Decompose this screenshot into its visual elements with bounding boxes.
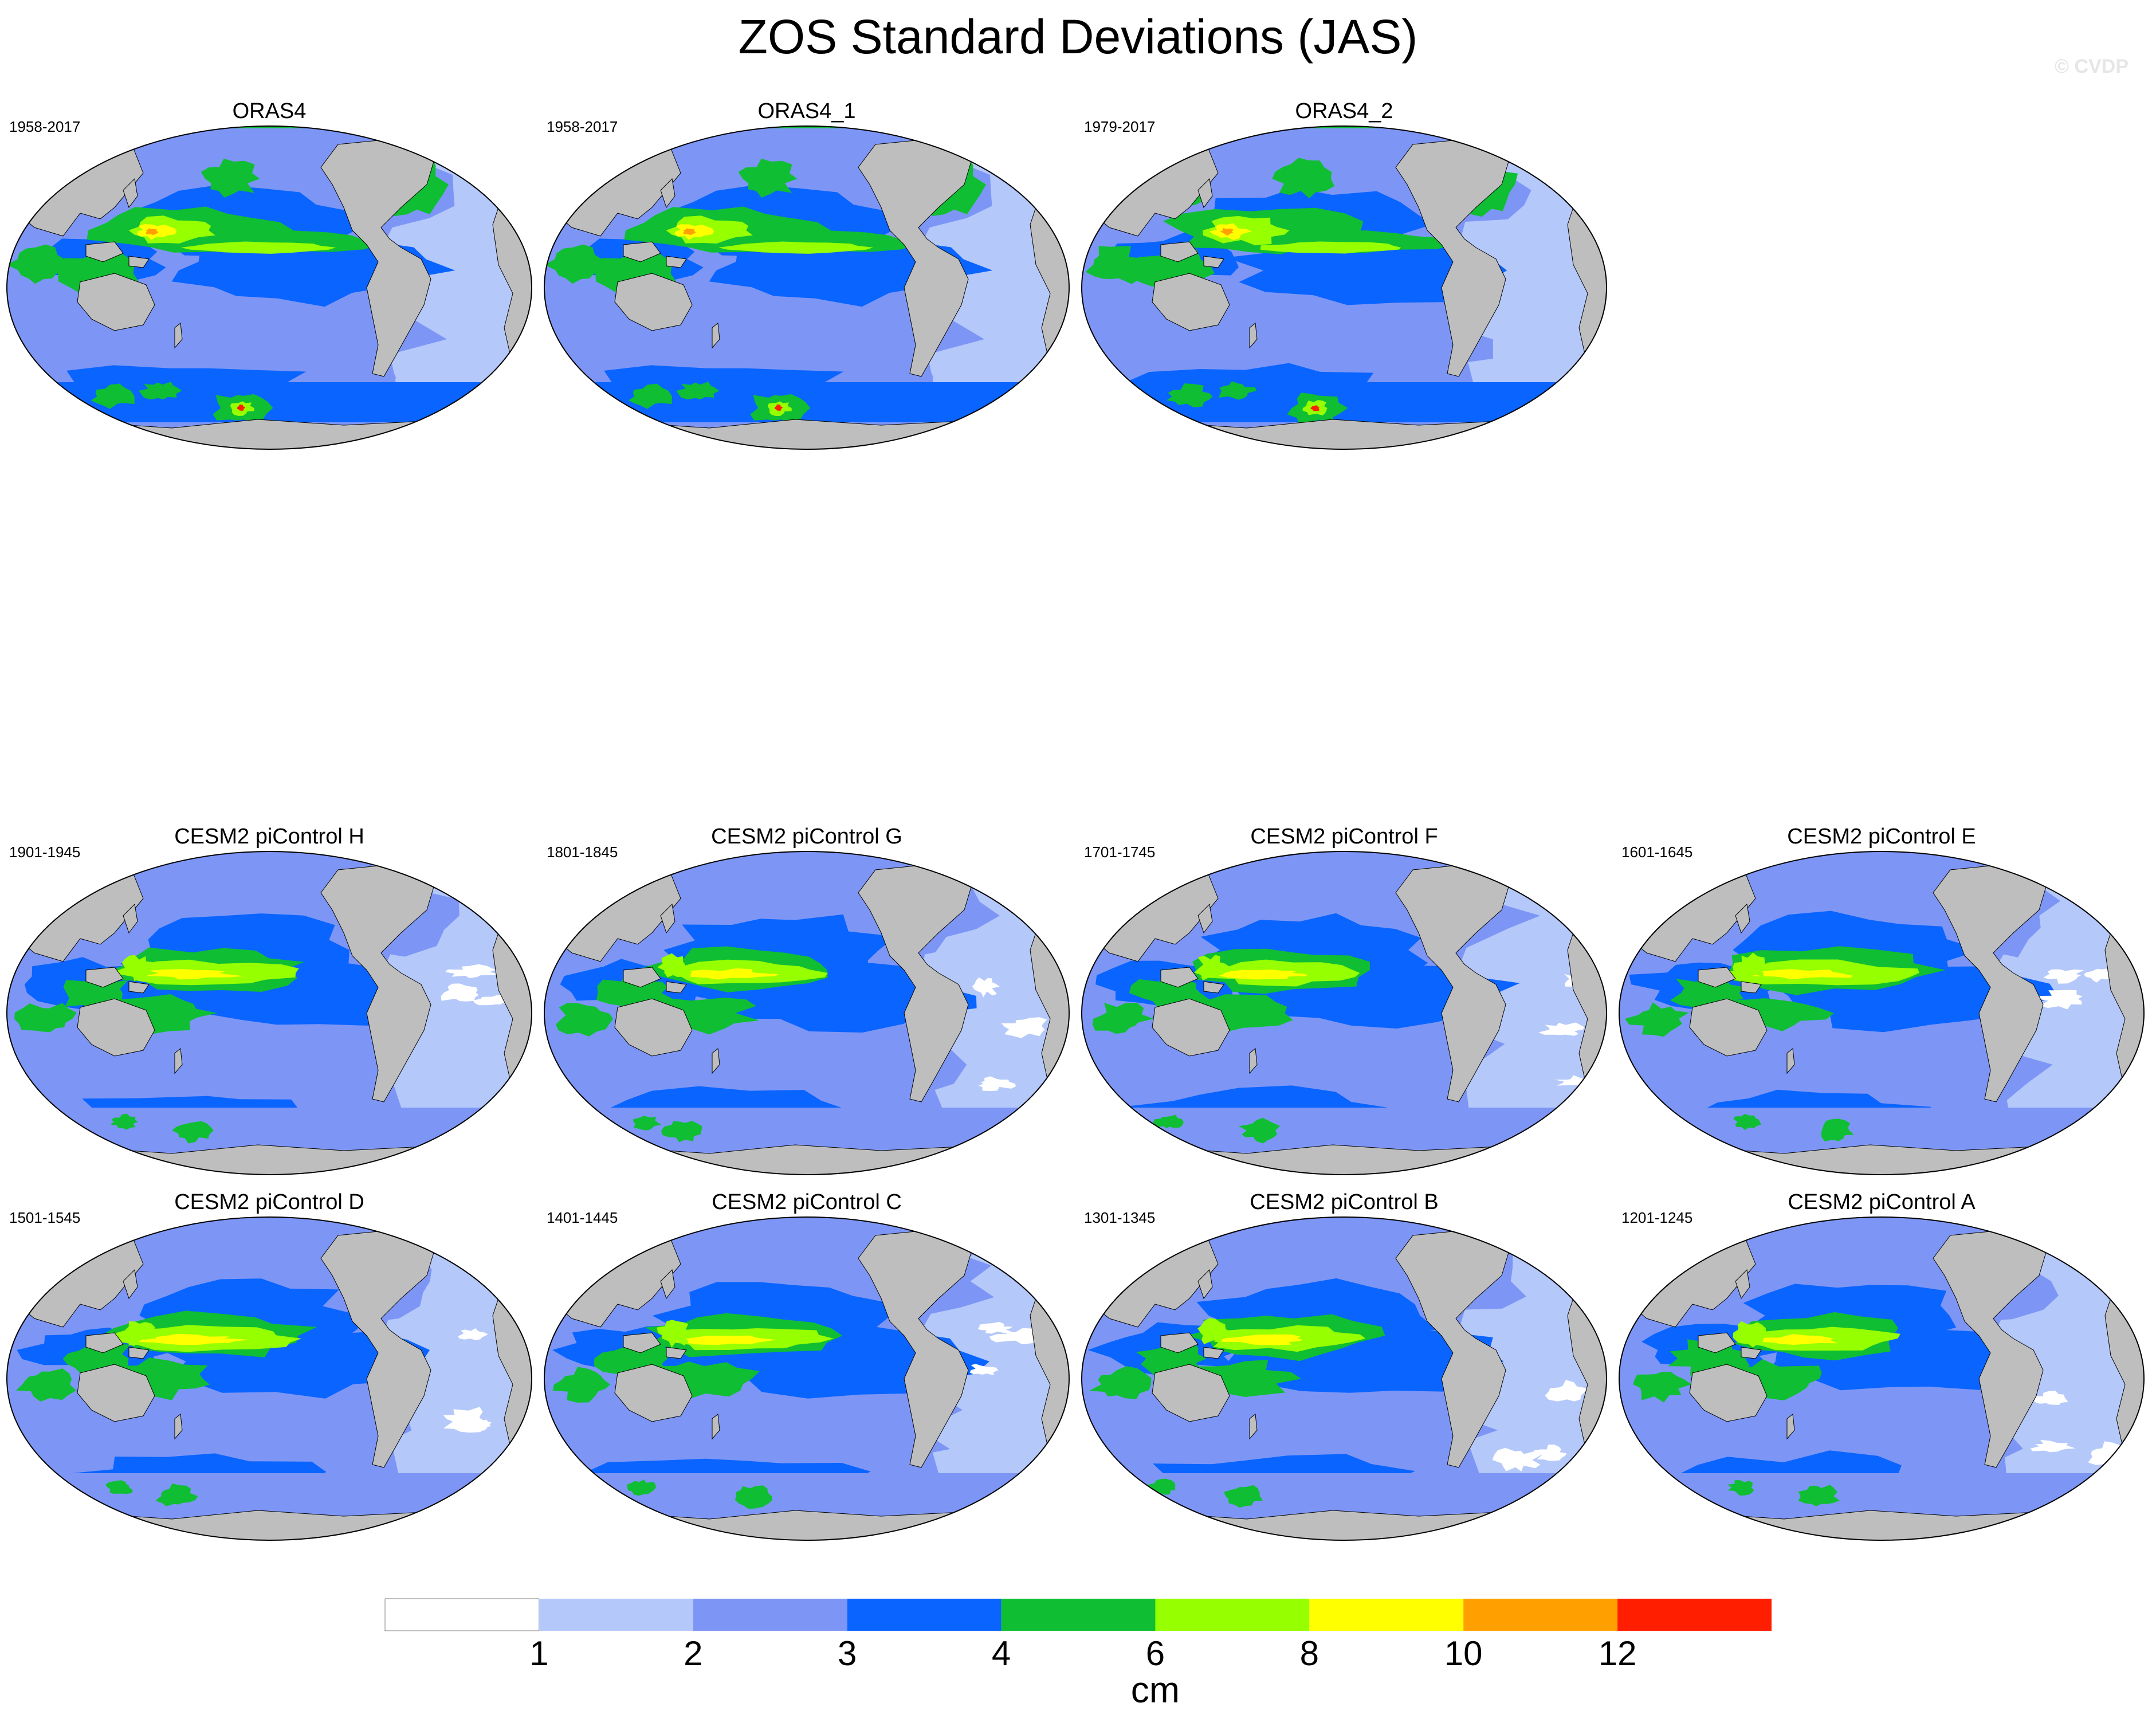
panel-years: 1901-1945: [9, 843, 81, 861]
world-map: [1619, 1216, 2145, 1541]
panel-title: CESM2 piControl H: [174, 825, 364, 849]
colorbar-level-label: 3: [838, 1634, 857, 1673]
panel-title: CESM2 piControl C: [712, 1190, 902, 1214]
world-map: [6, 1216, 532, 1541]
panel-title: ORAS4: [232, 99, 307, 123]
map-panel-cesm2-f: CESM2 piControl F 1701-1745: [1075, 824, 1613, 1179]
colorbar-swatch: [1463, 1599, 1618, 1631]
main-title: ZOS Standard Deviations (JAS): [738, 10, 1418, 64]
colorbar-swatch: [1155, 1599, 1310, 1631]
map-panel-cesm2-a: CESM2 piControl A 1201-1245: [1612, 1190, 2151, 1545]
map-panel-oras4-2: ORAS4_2 1979-2017: [1075, 99, 1613, 454]
colorbar-swatch: [539, 1599, 693, 1631]
colorbar-level-label: 10: [1444, 1634, 1483, 1673]
colorbar-level-label: 12: [1599, 1634, 1637, 1673]
panel-title: CESM2 piControl B: [1250, 1190, 1439, 1214]
world-map: [544, 125, 1070, 450]
world-map: [544, 851, 1070, 1175]
panel-years: 1701-1745: [1084, 843, 1156, 861]
colorbar-swatch: [384, 1598, 540, 1631]
map-panel-cesm2-c: CESM2 piControl C 1401-1445: [537, 1190, 1076, 1545]
panel-years: 1601-1645: [1621, 843, 1693, 861]
world-map: [6, 125, 532, 450]
panel-title: CESM2 piControl D: [174, 1190, 364, 1214]
panel-title: CESM2 piControl F: [1250, 825, 1438, 849]
panel-years: 1501-1545: [9, 1209, 81, 1226]
panel-years: 1958-2017: [547, 118, 618, 135]
colorbar-swatch: [1001, 1599, 1156, 1631]
colorbar-unit-label: cm: [1131, 1669, 1180, 1710]
map-panel-oras4-1: ORAS4_1 1958-2017: [537, 99, 1076, 454]
watermark: © CVDP: [2055, 56, 2128, 77]
colorbar-swatch: [847, 1599, 1002, 1631]
world-map: [1081, 851, 1607, 1175]
panel-years: 1401-1445: [547, 1209, 618, 1226]
map-panel-cesm2-h: CESM2 piControl H 1901-1945: [0, 824, 539, 1179]
world-map: [6, 851, 532, 1175]
panel-years: 1958-2017: [9, 118, 81, 135]
map-panel-cesm2-b: CESM2 piControl B 1301-1345: [1075, 1190, 1613, 1545]
colorbar-swatch: [1309, 1599, 1464, 1631]
colorbar-level-label: 1: [529, 1634, 548, 1673]
map-panel-cesm2-d: CESM2 piControl D 1501-1545: [0, 1190, 539, 1545]
panel-years: 1301-1345: [1084, 1209, 1156, 1226]
panel-years: 1201-1245: [1621, 1209, 1693, 1226]
panel-title: CESM2 piControl G: [711, 825, 902, 849]
map-panel-oras4: ORAS4 1958-2017: [0, 99, 539, 454]
world-map: [1081, 125, 1607, 450]
panel-years: 1801-1845: [547, 843, 618, 861]
colorbar-swatch: [1617, 1599, 1772, 1631]
map-panel-cesm2-e: CESM2 piControl E 1601-1645: [1612, 824, 2151, 1179]
colorbar-swatch: [693, 1599, 847, 1631]
colorbar-level-label: 6: [1146, 1634, 1165, 1673]
world-map: [1619, 851, 2145, 1175]
panel-title: ORAS4_2: [1295, 99, 1393, 123]
world-map: [1081, 1216, 1607, 1541]
colorbar-level-label: 2: [684, 1634, 702, 1673]
colorbar-level-label: 4: [992, 1634, 1011, 1673]
panel-title: CESM2 piControl E: [1787, 825, 1976, 849]
map-panel-cesm2-g: CESM2 piControl G 1801-1845: [537, 824, 1076, 1179]
panel-years: 1979-2017: [1084, 118, 1156, 135]
panel-title: ORAS4_1: [757, 99, 856, 123]
colorbar-level-label: 8: [1300, 1634, 1319, 1673]
panel-title: CESM2 piControl A: [1788, 1190, 1976, 1214]
world-map: [544, 1216, 1070, 1541]
